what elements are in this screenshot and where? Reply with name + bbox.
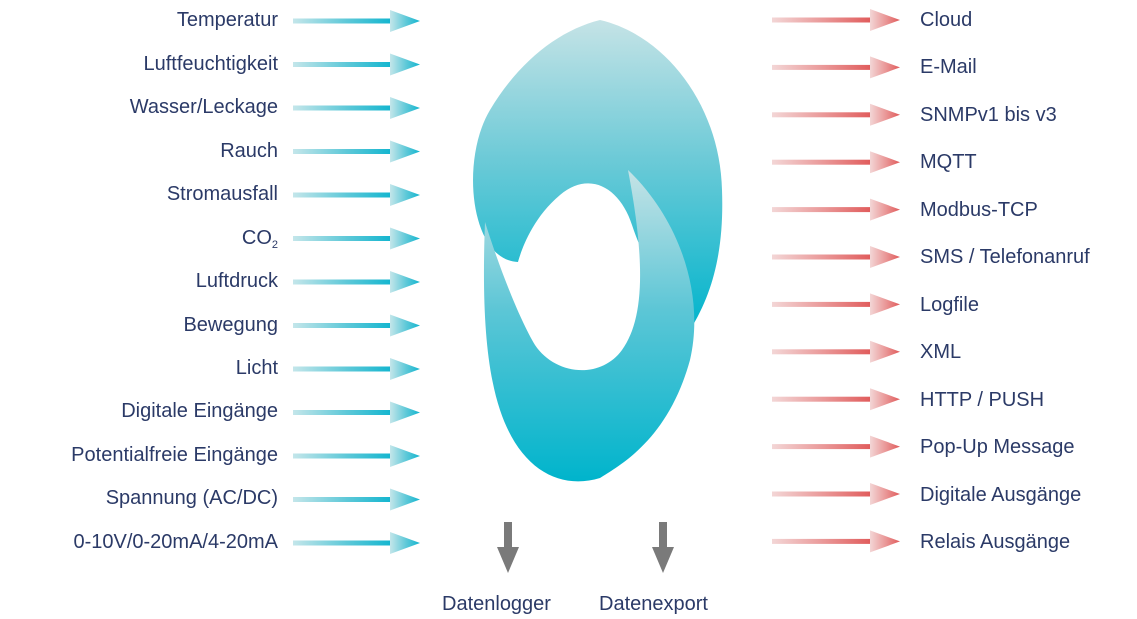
input-arrow-right-icon [293, 532, 420, 554]
input-arrow-right-icon [293, 184, 420, 206]
output-arrows [772, 9, 900, 553]
swirl-lower-half-icon [483, 170, 695, 482]
output-arrow-right-icon [772, 530, 900, 553]
input-arrow-right-icon [293, 97, 420, 119]
output-arrow-right-icon [772, 246, 900, 268]
input-label-temperatur: Temperatur [176, 9, 278, 31]
output-arrow-right-icon [772, 9, 900, 31]
input-label-digitale-eingaenge: Digitale Eingänge [121, 400, 278, 422]
datenlogger-arrow-icon [497, 522, 519, 573]
input-label-stromausfall: Stromausfall [166, 183, 278, 205]
co2-subscript: 2 [271, 239, 278, 251]
output-label-modbus: Modbus-TCP [920, 199, 1038, 221]
output-label-mqtt: MQTT [920, 151, 977, 173]
input-arrow-right-icon [293, 10, 420, 32]
swirl-s-logo-icon [473, 20, 723, 482]
input-arrow-right-icon [293, 488, 420, 511]
input-label-luftdruck: Luftdruck [195, 270, 278, 292]
datenexport-label: Datenexport [599, 593, 708, 615]
input-label-bewegung: Bewegung [183, 314, 278, 336]
output-label-sms: SMS / Telefonanruf [920, 246, 1090, 268]
input-arrow-right-icon [293, 358, 420, 380]
output-arrow-right-icon [772, 151, 900, 174]
output-arrow-right-icon [772, 388, 900, 411]
input-label-spannung: Spannung (AC/DC) [105, 487, 278, 509]
input-label-potentialfreie-eingaenge: Potentialfreie Eingänge [71, 444, 278, 466]
input-label-luftfeuchtigkeit: Luftfeuchtigkeit [143, 53, 278, 75]
input-arrow-right-icon [293, 314, 420, 337]
input-arrow-right-icon [293, 271, 420, 293]
output-label-cloud: Cloud [920, 9, 973, 31]
input-label-licht: Licht [235, 357, 278, 379]
output-label-http-push: HTTP / PUSH [920, 389, 1045, 411]
input-arrow-right-icon [293, 140, 420, 163]
output-label-email: E-Mail [920, 56, 977, 78]
input-label-wasser-leckage: Wasser/Leckage [129, 96, 278, 118]
co2-text: CO [241, 227, 272, 249]
output-label-relais: Relais Ausgänge [920, 531, 1071, 553]
input-arrow-right-icon [293, 227, 420, 250]
input-label-co2: CO2 [242, 226, 278, 257]
datenlogger-label: Datenlogger [442, 593, 551, 615]
output-label-logfile: Logfile [920, 294, 979, 316]
input-arrows [293, 10, 420, 554]
output-arrow-right-icon [772, 103, 900, 126]
datenexport-arrow-icon [652, 522, 674, 573]
output-arrow-right-icon [772, 340, 900, 363]
input-label-analog: 0-10V/0-20mA/4-20mA [73, 531, 278, 553]
output-arrow-right-icon [772, 293, 900, 316]
input-label-rauch: Rauch [220, 140, 278, 162]
output-arrow-right-icon [772, 483, 900, 505]
output-arrow-right-icon [772, 435, 900, 458]
output-label-digitale-ausgaenge: Digitale Ausgänge [920, 484, 1082, 506]
output-arrow-right-icon [772, 56, 900, 79]
output-label-snmp: SNMPv1 bis v3 [920, 104, 1057, 126]
input-arrow-right-icon [293, 53, 420, 76]
output-label-xml: XML [920, 341, 962, 363]
input-arrow-right-icon [293, 445, 420, 467]
output-arrow-right-icon [772, 198, 900, 221]
output-label-popup: Pop-Up Message [920, 436, 1075, 458]
input-arrow-right-icon [293, 401, 420, 424]
